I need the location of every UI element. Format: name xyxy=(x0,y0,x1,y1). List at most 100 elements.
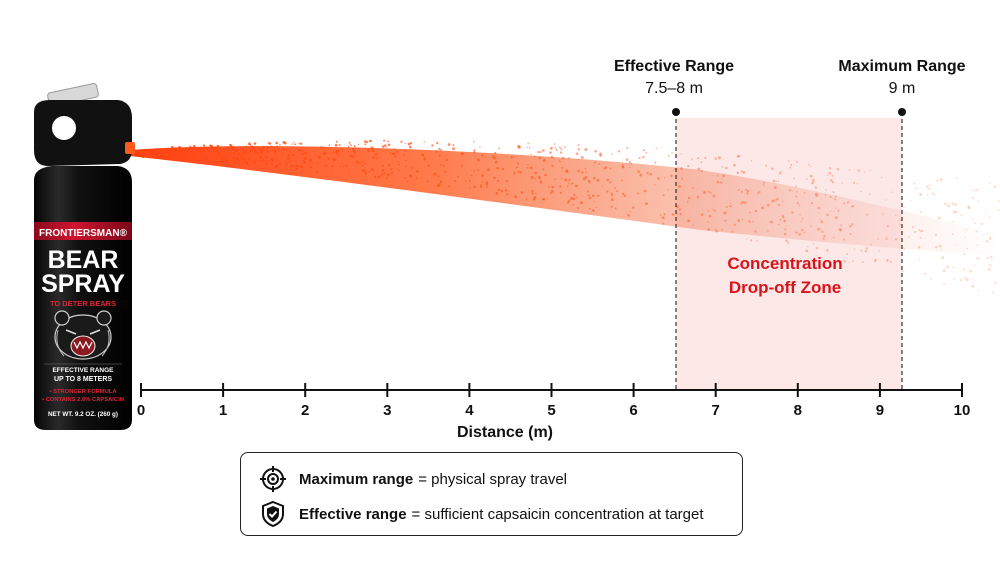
spray-particle xyxy=(385,146,387,148)
spray-particle xyxy=(746,189,750,193)
spray-particle xyxy=(212,150,216,153)
spray-particle xyxy=(242,149,245,152)
spray-particle xyxy=(577,148,581,151)
spray-particle xyxy=(327,157,330,161)
spray-particle xyxy=(614,187,616,189)
spray-particle xyxy=(572,197,576,201)
spray-particle xyxy=(831,174,834,177)
spray-particle xyxy=(303,151,307,154)
spray-particle xyxy=(932,193,935,196)
spray-particle xyxy=(853,182,855,185)
spray-particle xyxy=(716,180,720,184)
spray-particle xyxy=(237,152,241,156)
spray-particle xyxy=(501,167,505,171)
spray-particle xyxy=(903,206,905,209)
spray-particle xyxy=(632,206,635,209)
spray-particle xyxy=(266,164,268,166)
spray-particle xyxy=(740,170,743,173)
effective-range-dot xyxy=(672,108,680,116)
can-brand: FRONTIERSMAN® xyxy=(39,228,128,239)
spray-particle xyxy=(324,164,327,167)
spray-particle xyxy=(657,178,659,180)
bear-head-icon xyxy=(54,310,112,360)
spray-particle xyxy=(542,149,545,152)
spray-particle xyxy=(178,146,182,150)
spray-particle xyxy=(815,194,819,197)
spray-particle xyxy=(256,146,259,148)
spray-particle xyxy=(931,192,933,194)
spray-particle xyxy=(582,177,586,181)
spray-particle xyxy=(404,177,407,179)
spray-particle xyxy=(675,205,679,209)
spray-particle xyxy=(725,211,727,213)
spray-particle xyxy=(628,160,631,164)
spray-particle xyxy=(364,162,367,165)
spray-particle xyxy=(697,157,700,160)
spray-particle xyxy=(216,150,218,152)
spray-particle xyxy=(423,141,425,143)
spray-particle xyxy=(187,148,190,151)
spray-particle xyxy=(337,154,339,156)
spray-particle xyxy=(795,231,798,234)
spray-particle xyxy=(331,170,333,172)
spray-particle xyxy=(960,214,963,217)
spray-particle xyxy=(141,155,143,158)
spray-particle xyxy=(250,149,253,152)
spray-particle xyxy=(394,155,397,158)
spray-particle xyxy=(874,259,877,262)
spray-particle xyxy=(593,165,595,167)
spray-particle xyxy=(544,173,547,177)
spray-particle xyxy=(762,181,765,184)
spray-particle xyxy=(481,174,484,177)
spray-particle xyxy=(707,190,710,193)
spray-particle xyxy=(381,164,384,167)
spray-particle xyxy=(232,152,235,155)
axis-tick-label: 9 xyxy=(875,402,885,419)
spray-particle xyxy=(952,266,955,269)
spray-particle xyxy=(190,154,193,158)
spray-particle xyxy=(971,284,975,288)
spray-particle xyxy=(795,190,798,193)
spray-particle xyxy=(918,228,921,231)
spray-particle xyxy=(831,181,835,184)
spray-particle xyxy=(800,220,803,223)
spray-particle xyxy=(213,147,215,150)
spray-particle xyxy=(973,277,975,279)
spray-particle xyxy=(513,173,516,176)
spray-particle xyxy=(477,169,480,172)
spray-particle xyxy=(357,143,360,146)
dropoff-zone-line1: Concentration xyxy=(727,254,843,273)
spray-particle xyxy=(926,185,929,189)
spray-particle xyxy=(374,154,377,157)
spray-particle xyxy=(691,158,693,160)
spray-particle xyxy=(253,142,257,145)
spray-particle xyxy=(411,167,414,170)
spray-particle xyxy=(733,163,736,167)
spray-particle xyxy=(621,179,623,182)
spray-particle xyxy=(504,189,508,192)
spray-particle xyxy=(642,149,645,152)
spray-particle xyxy=(574,184,578,188)
spray-particle xyxy=(248,158,251,161)
spray-particle xyxy=(860,249,863,252)
spray-particle xyxy=(611,153,613,155)
spray-particle xyxy=(687,165,690,168)
nozzle xyxy=(125,142,135,154)
spray-particle xyxy=(473,149,476,152)
spray-particle xyxy=(677,185,681,188)
spray-particle xyxy=(821,230,824,233)
spray-particle xyxy=(889,260,892,263)
spray-particle xyxy=(270,145,273,148)
spray-particle xyxy=(287,155,289,157)
spray-particle xyxy=(443,170,447,173)
spray-particle xyxy=(559,161,561,163)
spray-particle xyxy=(983,234,985,236)
spray-particle xyxy=(188,159,191,161)
spray-particle xyxy=(539,180,543,184)
spray-particle xyxy=(240,155,244,159)
spray-particle xyxy=(572,204,575,206)
spray-particle xyxy=(610,193,614,197)
spray-particle xyxy=(714,157,717,160)
spray-particle xyxy=(516,166,519,169)
spray-particle xyxy=(526,147,528,149)
